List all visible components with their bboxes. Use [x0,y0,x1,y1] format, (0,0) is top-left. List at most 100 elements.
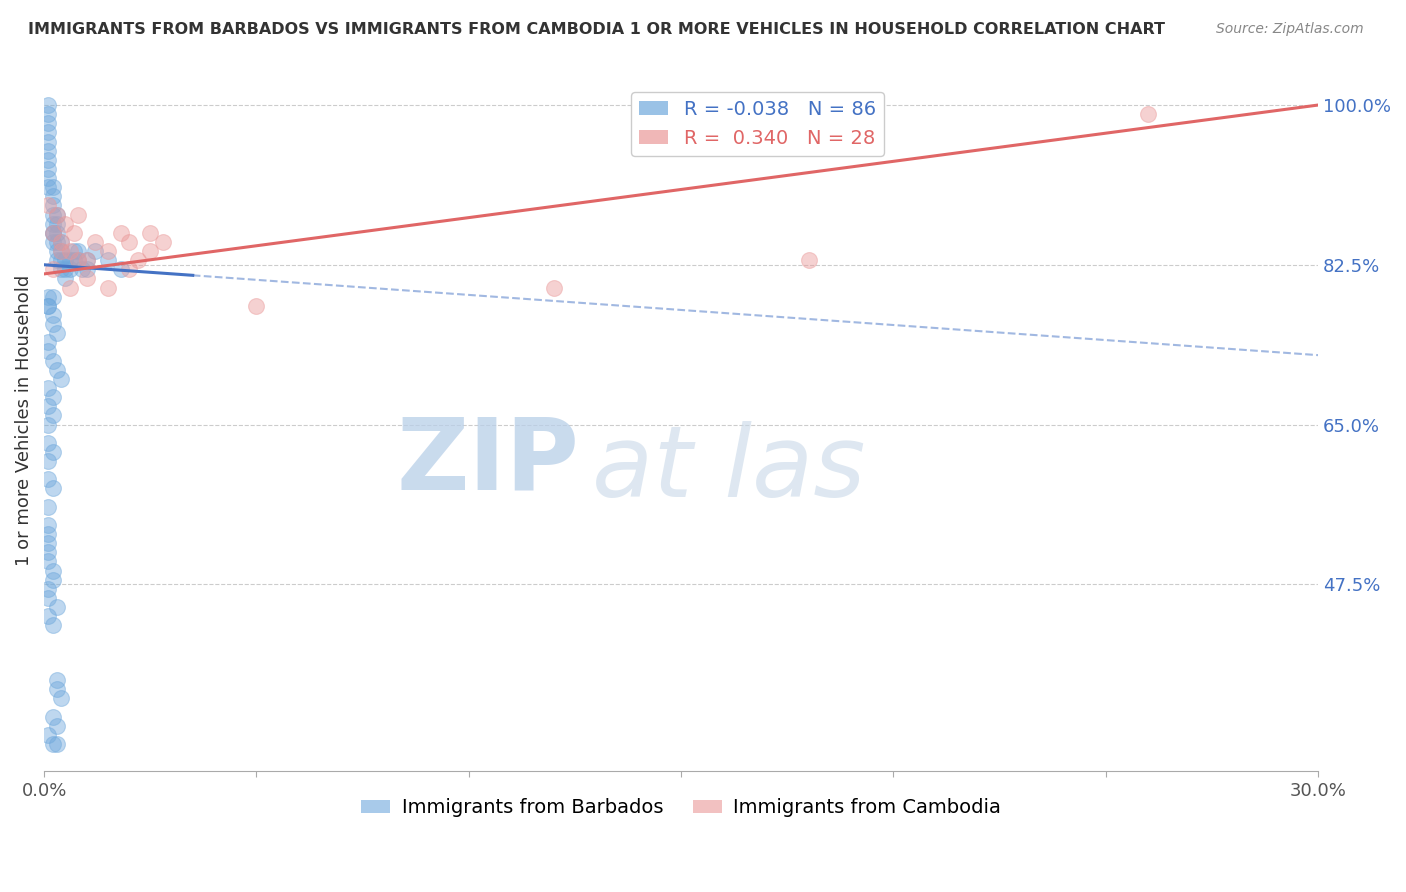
Point [41,482,63,496]
Point [110,262,132,277]
Point [49,262,72,277]
Point [41,573,63,587]
Point [49,372,72,386]
Point [58,262,80,277]
Point [41,618,63,632]
Point [543,280,565,294]
Point [49,235,72,249]
Point [37,198,59,212]
Point [37,144,59,158]
Point [49,244,72,258]
Point [1137,107,1160,121]
Text: IMMIGRANTS FROM BARBADOS VS IMMIGRANTS FROM CAMBODIA 1 OR MORE VEHICLES IN HOUSE: IMMIGRANTS FROM BARBADOS VS IMMIGRANTS F… [28,22,1166,37]
Point [41,235,63,249]
Point [139,244,162,258]
Point [37,517,59,532]
Point [245,299,267,313]
Point [37,609,59,624]
Point [63,244,86,258]
Point [37,472,59,486]
Point [53,271,76,285]
Point [41,737,63,751]
Point [45,208,67,222]
Point [37,344,59,359]
Point [45,244,67,258]
Point [37,399,59,413]
Text: ZIP: ZIP [396,414,579,510]
Point [37,527,59,541]
Point [37,554,59,568]
Point [53,262,76,277]
Point [41,290,63,304]
Point [63,226,86,240]
Point [49,253,72,268]
Point [84,244,107,258]
Point [67,244,90,258]
Point [49,691,72,706]
Point [37,299,59,313]
Point [45,226,67,240]
Point [127,253,149,268]
Point [67,253,90,268]
Text: Source: ZipAtlas.com: Source: ZipAtlas.com [1216,22,1364,37]
Text: at las: at las [592,421,865,517]
Point [97,280,120,294]
Point [97,253,120,268]
Point [41,564,63,578]
Point [37,591,59,605]
Point [37,536,59,550]
Point [41,709,63,723]
Point [45,363,67,377]
Point [63,253,86,268]
Point [37,500,59,514]
Point [118,235,141,249]
Point [797,253,820,268]
Point [118,262,141,277]
Point [37,153,59,167]
Point [45,600,67,615]
Point [76,253,98,268]
Point [37,180,59,194]
Point [72,262,94,277]
Point [41,308,63,322]
Point [67,208,90,222]
Point [37,417,59,432]
Point [139,226,162,240]
Point [110,226,132,240]
Point [37,161,59,176]
Point [37,381,59,395]
Point [45,235,67,249]
Point [37,435,59,450]
Point [37,290,59,304]
Point [45,673,67,687]
Point [37,582,59,596]
Point [45,326,67,341]
Point [41,226,63,240]
Point [41,317,63,331]
Point [58,280,80,294]
Point [37,171,59,186]
Point [41,353,63,368]
Point [45,208,67,222]
Point [53,253,76,268]
Point [41,445,63,459]
Point [41,226,63,240]
Point [53,217,76,231]
Point [41,217,63,231]
Point [41,262,63,277]
Point [67,253,90,268]
Point [37,116,59,130]
Point [58,244,80,258]
Point [37,125,59,139]
Point [84,235,107,249]
Point [41,226,63,240]
Point [45,682,67,697]
Point [76,271,98,285]
Point [41,208,63,222]
Point [49,235,72,249]
Point [76,262,98,277]
Point [37,107,59,121]
Point [37,335,59,350]
Point [37,299,59,313]
Point [37,728,59,742]
